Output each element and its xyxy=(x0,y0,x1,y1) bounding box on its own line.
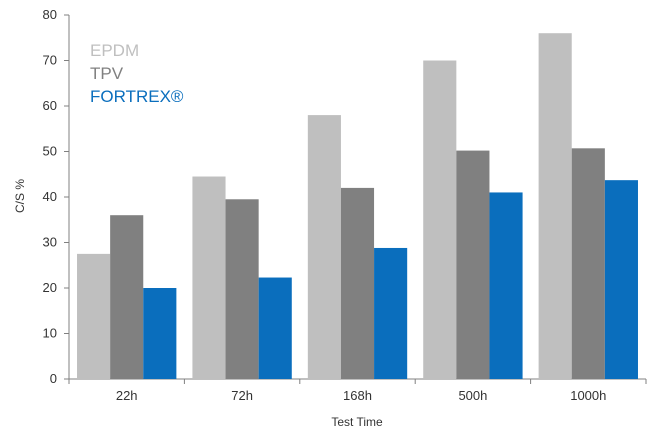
bar-epdm-500h xyxy=(423,60,457,379)
y-tick-label: 80 xyxy=(43,7,57,22)
legend-entry: FORTREX® xyxy=(90,87,184,106)
bar-fortrex-72h xyxy=(258,277,292,379)
x-tick-label: 72h xyxy=(231,388,253,403)
x-tick-label: 500h xyxy=(458,388,487,403)
bar-tpv-1000h xyxy=(571,148,605,379)
y-axis-label: C/S % xyxy=(13,179,27,213)
bar-tpv-168h xyxy=(340,187,375,379)
bars xyxy=(77,33,638,379)
legend: EPDM TPV FORTREX® xyxy=(90,41,184,106)
y-tick-label: 40 xyxy=(43,189,57,204)
bar-epdm-168h xyxy=(307,115,341,379)
x-axis: 22h 72h 168h 500h 1000h xyxy=(68,378,647,403)
x-tick-label: 22h xyxy=(116,388,138,403)
bar-epdm-1000h xyxy=(538,33,572,379)
y-tick-label: 60 xyxy=(43,98,57,113)
y-tick-label: 0 xyxy=(50,371,57,386)
y-tick-label: 20 xyxy=(43,280,57,295)
y-tick-label: 50 xyxy=(43,144,57,159)
bar-tpv-500h xyxy=(456,150,490,379)
y-tick-label: 70 xyxy=(43,53,57,68)
x-tick-label: 168h xyxy=(343,388,372,403)
bar-epdm-72h xyxy=(192,176,226,379)
bar-fortrex-500h xyxy=(489,192,523,379)
y-axis: 0 10 20 30 40 50 60 70 80 xyxy=(43,7,70,386)
bar-tpv-22h xyxy=(110,215,144,379)
bar-fortrex-1000h xyxy=(604,180,638,379)
y-tick-label: 30 xyxy=(43,235,57,250)
legend-entry: EPDM xyxy=(90,41,139,60)
bar-tpv-72h xyxy=(225,199,259,379)
legend-entry: TPV xyxy=(90,64,124,83)
x-axis-label: Test Time xyxy=(331,415,383,429)
bar-fortrex-168h xyxy=(374,247,408,379)
bar-epdm-22h xyxy=(77,253,111,379)
x-tick-label: 1000h xyxy=(570,388,606,403)
y-tick-label: 10 xyxy=(43,326,57,341)
bar-fortrex-22h xyxy=(143,288,177,379)
